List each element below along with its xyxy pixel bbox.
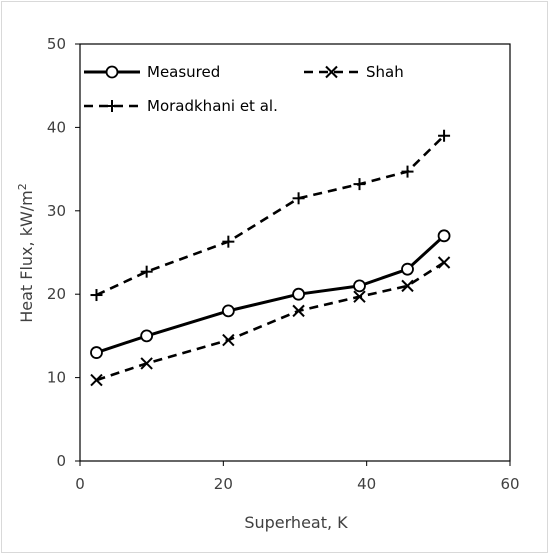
data-point-measured — [140, 329, 154, 343]
legend-label-shah: Shah — [366, 63, 404, 81]
legend-item-shah: Shah — [304, 63, 404, 81]
legend-marker-measured — [105, 65, 119, 79]
x-axis-title: Superheat, K — [244, 513, 348, 532]
data-point-shah — [292, 304, 305, 318]
data-point-shah — [437, 256, 451, 269]
y-axis-title: Heat Flux, kW/m2 — [16, 183, 36, 323]
data-point-moradkhani-et-al — [438, 129, 451, 142]
data-point-measured — [437, 229, 451, 243]
x-tick-label: 0 — [75, 475, 85, 493]
x-tick-label: 40 — [357, 475, 376, 493]
x-tick-label: 20 — [214, 475, 233, 493]
legend-label-measured: Measured — [147, 63, 220, 81]
tick-labels: 0 20 40 60 0 10 20 30 40 50 — [47, 35, 520, 493]
data-point-moradkhani-et-al — [140, 265, 153, 278]
legend-item-measured: Measured — [84, 63, 220, 81]
legend-item-moradkhani-et-al: Moradkhani et al. — [84, 97, 278, 115]
data-point-moradkhani-et-al — [401, 165, 414, 178]
data-point-moradkhani-et-al — [353, 178, 366, 191]
legend-marker-moradkhani-et-al — [106, 100, 118, 112]
data-point-moradkhani-et-al — [222, 235, 235, 248]
legend-label-moradkhani-et-al: Moradkhani et al. — [147, 97, 278, 115]
axes — [75, 43, 511, 466]
data-point-shah — [353, 290, 366, 303]
y-axis-title-main: Heat Flux, kW/m — [17, 190, 36, 323]
data-point-measured — [353, 279, 366, 293]
y-tick-label: 0 — [56, 452, 66, 470]
data-point-shah — [222, 333, 235, 347]
y-axis-title-superscript: 2 — [16, 183, 29, 190]
y-tick-label: 10 — [47, 369, 66, 387]
y-tick-label: 20 — [47, 285, 66, 303]
y-tick-label: 40 — [47, 118, 66, 136]
data-point-measured — [401, 262, 414, 276]
legend-marker-shah — [325, 65, 338, 79]
series-moradkhani-et-al — [90, 129, 451, 302]
x-tick-label: 60 — [500, 475, 519, 493]
series-shah — [90, 256, 451, 387]
data-point-shah — [90, 373, 103, 387]
data-point-measured — [221, 304, 235, 318]
data-point-measured — [292, 287, 305, 301]
series-layer — [90, 129, 451, 387]
legend: Measured Shah Moradkhani et al. — [84, 63, 404, 115]
data-point-shah — [401, 279, 414, 293]
plot-area-border — [79, 43, 511, 462]
y-tick-label: 30 — [47, 202, 66, 220]
data-point-measured — [90, 346, 103, 359]
data-point-moradkhani-et-al — [292, 192, 305, 205]
data-point-shah — [140, 357, 153, 370]
series-measured — [90, 229, 451, 359]
data-point-moradkhani-et-al — [90, 289, 103, 302]
y-tick-label: 50 — [47, 35, 66, 53]
